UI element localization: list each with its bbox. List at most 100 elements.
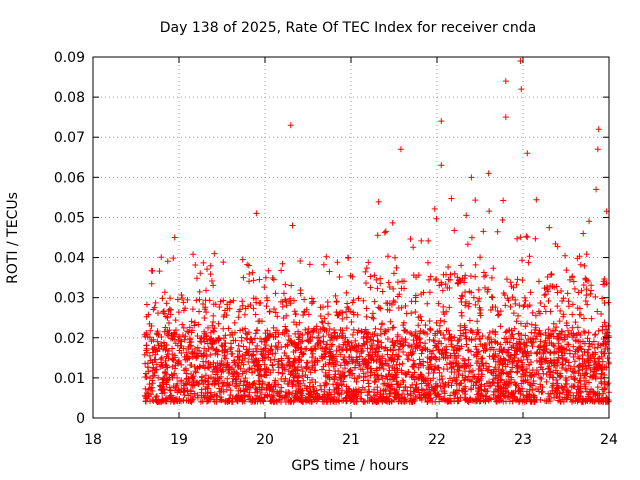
data-point (145, 390, 152, 397)
data-point (302, 371, 309, 378)
data-point (345, 339, 352, 346)
data-point (410, 357, 417, 364)
data-point (509, 358, 516, 365)
data-point (299, 331, 306, 338)
data-point (161, 375, 168, 382)
data-point (170, 397, 177, 404)
data-point (473, 346, 480, 353)
data-point (492, 358, 499, 365)
data-point (378, 321, 385, 328)
data-point (412, 393, 419, 400)
data-point (381, 345, 388, 352)
data-point (326, 356, 333, 363)
data-point (509, 294, 516, 301)
data-point (315, 330, 322, 337)
data-point (386, 367, 393, 374)
data-point (385, 371, 392, 378)
data-point (285, 336, 292, 343)
data-point (300, 377, 307, 384)
data-point (343, 347, 350, 354)
data-point (542, 332, 549, 339)
data-point (224, 359, 231, 366)
data-point (472, 301, 479, 308)
data-point (257, 398, 264, 405)
data-point (339, 315, 346, 322)
data-point (324, 303, 331, 310)
data-point (312, 367, 319, 374)
data-point (493, 398, 500, 405)
data-point (255, 372, 262, 379)
data-point (542, 291, 549, 298)
data-point (253, 386, 260, 393)
data-point (582, 377, 589, 384)
data-point (219, 366, 226, 373)
data-point (319, 319, 326, 326)
data-point (515, 330, 522, 337)
data-point (232, 376, 239, 383)
data-point (235, 308, 242, 315)
data-point (472, 197, 479, 204)
data-point (372, 395, 379, 402)
data-point (399, 278, 406, 285)
data-point (486, 340, 493, 347)
data-point (425, 370, 432, 377)
data-point (289, 222, 296, 229)
data-point (550, 382, 557, 389)
data-point (394, 356, 401, 363)
data-point (142, 370, 149, 377)
data-point (462, 326, 469, 333)
data-point (320, 338, 327, 345)
data-point (494, 379, 501, 386)
data-point (212, 371, 219, 378)
data-point (452, 378, 459, 385)
data-point (601, 319, 608, 326)
data-point (351, 392, 358, 399)
data-point (264, 297, 271, 304)
data-point (551, 343, 558, 350)
data-point (275, 339, 282, 346)
data-point (194, 392, 201, 399)
data-point (563, 267, 570, 274)
data-point (517, 390, 524, 397)
data-point (458, 292, 465, 299)
data-point (241, 378, 248, 385)
data-point (310, 383, 317, 390)
data-point (317, 304, 324, 311)
data-point (408, 331, 415, 338)
data-point (143, 301, 150, 308)
data-point (433, 343, 440, 350)
data-point (556, 390, 563, 397)
data-point (474, 318, 481, 325)
x-tick-label: 20 (256, 432, 274, 448)
data-point (267, 369, 274, 376)
data-point (336, 397, 343, 404)
data-point (505, 352, 512, 359)
data-point (511, 379, 518, 386)
data-point (390, 374, 397, 381)
data-point (514, 358, 521, 365)
data-point (357, 395, 364, 402)
data-point (396, 361, 403, 368)
data-point (160, 380, 167, 387)
data-point (462, 302, 469, 309)
data-point (146, 381, 153, 388)
data-point (236, 395, 243, 402)
data-point (427, 273, 434, 280)
data-point (503, 388, 510, 395)
data-point (390, 297, 397, 304)
data-point (167, 387, 174, 394)
data-point (523, 365, 530, 372)
data-point (524, 234, 531, 241)
data-point (500, 369, 507, 376)
data-point (551, 284, 558, 291)
data-point (275, 358, 282, 365)
data-point (448, 333, 455, 340)
data-point (441, 335, 448, 342)
data-point (560, 313, 567, 320)
data-point (323, 327, 330, 334)
data-point (516, 302, 523, 309)
data-point (279, 329, 286, 336)
data-point (318, 318, 325, 325)
data-point (412, 345, 419, 352)
data-point (595, 126, 602, 133)
